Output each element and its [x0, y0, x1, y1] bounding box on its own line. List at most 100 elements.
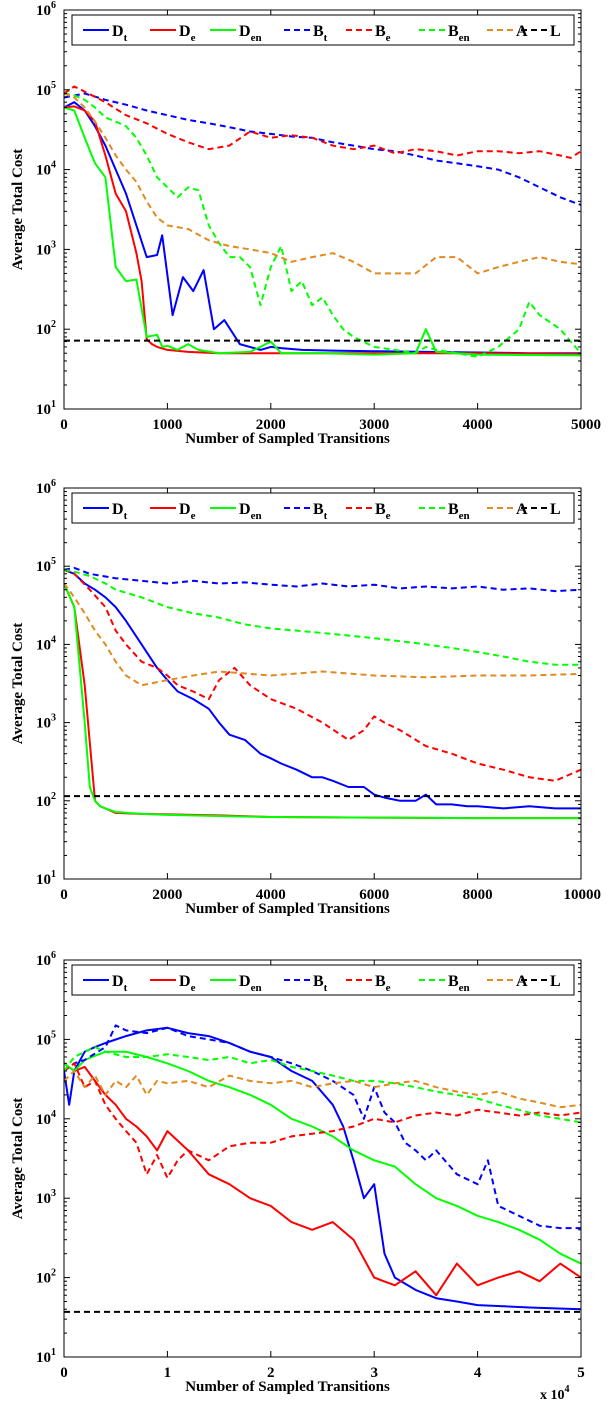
series-line-Dt [64, 568, 581, 810]
y-tick-label: 102 [36, 319, 56, 338]
series-line-Den [64, 106, 581, 357]
legend-label-Be: Be [375, 973, 391, 994]
x-axis-label: Number of Sampled Transitions [185, 901, 390, 917]
series-line-Dt [64, 101, 581, 355]
y-tick-label: 101 [36, 399, 56, 418]
series-line-Bt [64, 92, 581, 206]
x-axis-label: Number of Sampled Transitions [185, 1379, 390, 1395]
legend-label-Ben: Ben [448, 501, 470, 522]
axes-box [63, 9, 582, 410]
x-tick-label: 4000 [256, 887, 286, 903]
y-tick-label: 104 [36, 160, 56, 179]
x-tick-label: 8000 [463, 887, 493, 903]
legend-label-Den: Den [239, 23, 262, 44]
series-line-Ben [64, 1046, 581, 1124]
x-tick-label: 4000 [463, 417, 493, 433]
legend-label-L: L [550, 973, 561, 990]
x-tick-label: 0 [60, 887, 68, 903]
series-line-Be [64, 568, 581, 782]
series-line-Be [64, 1062, 581, 1179]
legend-label-De: De [179, 501, 196, 522]
x-tick-label: 10000 [564, 887, 602, 903]
legend-label-Den: Den [239, 501, 262, 522]
legend: Dt De Den Bt Be Ben A L [71, 14, 575, 46]
axes-box [63, 487, 582, 880]
y-tick-label: 104 [36, 634, 56, 653]
y-tick-label: 101 [36, 869, 56, 888]
y-tick-label: 103 [36, 1188, 56, 1207]
x-tick-label: 0 [60, 1365, 68, 1381]
x-tick-label: 4 [474, 1365, 482, 1381]
legend-label-L: L [550, 23, 561, 40]
y-axis-label: Average Total Cost [10, 1098, 26, 1219]
series-line-A [64, 582, 581, 687]
legend-label-Bt: Bt [313, 501, 328, 522]
y-tick-label: 105 [36, 80, 56, 99]
y-tick-label: 102 [36, 1268, 56, 1287]
x-tick-label: 2000 [256, 417, 286, 433]
x-tick-label: 2000 [152, 887, 182, 903]
y-axis-label: Average Total Cost [10, 623, 26, 744]
series-group [64, 85, 581, 358]
chart-panel-1: 101 102 103 104 105 106 0 1000 2000 3000 4000 5000 N… [10, 0, 601, 447]
y-tick-label: 106 [36, 0, 56, 19]
legend-label-Ben: Ben [448, 973, 470, 994]
series-group [64, 1024, 581, 1313]
legend-label-Den: Den [239, 973, 262, 994]
legend-label-A: A [516, 973, 528, 990]
legend-label-De: De [179, 973, 196, 994]
series-line-Den [64, 583, 581, 820]
legend: Dt De Den Bt Be Ben A L [71, 492, 575, 524]
plot-area [64, 488, 581, 879]
series-line-De [64, 1062, 581, 1297]
series-line-Bt [64, 1024, 581, 1230]
x-tick-label: 0 [60, 417, 68, 433]
y-axis-label: Average Total Cost [10, 149, 26, 270]
legend-label-L: L [550, 501, 561, 518]
x-multiplier-label: x 104 [540, 1384, 570, 1400]
series-line-A [64, 1070, 581, 1109]
plot-area [64, 10, 581, 409]
legend-label-De: De [179, 23, 196, 44]
series-line-Dt [64, 1026, 581, 1311]
series-line-Ben [64, 568, 581, 666]
x-tick-label: 3000 [359, 417, 389, 433]
legend-label-A: A [516, 501, 528, 518]
legend: Dt De Den Bt Be Ben A L [71, 964, 575, 996]
series-group [64, 566, 581, 820]
series-line-Den [64, 1050, 581, 1265]
chart-panel-3: 101 102 103 104 105 106 0 1 2 3 4 5 Number of Sample… [10, 950, 585, 1403]
y-tick-label: 105 [36, 556, 56, 575]
legend-label-Dt: Dt [112, 973, 128, 994]
axes-box [63, 959, 582, 1358]
legend-label-Be: Be [375, 501, 391, 522]
y-tick-label: 103 [36, 239, 56, 258]
plot-area [64, 960, 581, 1357]
x-tick-label: 5000 [571, 417, 601, 433]
legend-label-Bt: Bt [313, 23, 328, 44]
x-tick-label: 6000 [359, 887, 389, 903]
chart-panel-2: 101 102 103 104 105 106 0 2000 4000 6000 8000 10000… [10, 478, 601, 917]
x-tick-label: 1000 [152, 417, 182, 433]
series-line-A [64, 92, 581, 275]
series-line-Be [64, 85, 581, 159]
legend-label-Ben: Ben [448, 23, 470, 44]
y-tick-label: 101 [36, 1347, 56, 1366]
y-tick-label: 102 [36, 791, 56, 810]
x-axis-label: Number of Sampled Transitions [185, 431, 390, 447]
legend-label-A: A [516, 23, 528, 40]
y-tick-label: 105 [36, 1029, 56, 1048]
y-tick-label: 104 [36, 1109, 56, 1128]
y-tick-label: 106 [36, 478, 56, 497]
x-tick-label: 5 [577, 1365, 585, 1381]
y-tick-label: 103 [36, 713, 56, 732]
legend-label-Bt: Bt [313, 973, 328, 994]
legend-label-Be: Be [375, 23, 391, 44]
y-tick-label: 106 [36, 950, 56, 969]
legend-label-Dt: Dt [112, 501, 128, 522]
x-tick-label: 2 [267, 1365, 275, 1381]
x-tick-label: 1 [164, 1365, 172, 1381]
x-tick-label: 3 [370, 1365, 378, 1381]
